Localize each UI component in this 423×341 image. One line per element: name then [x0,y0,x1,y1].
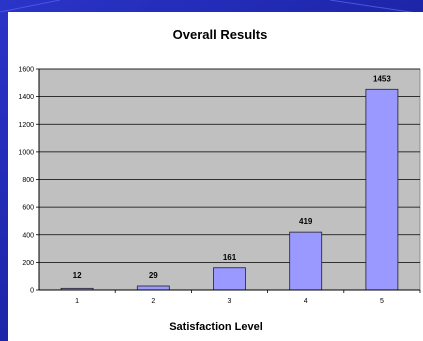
grid-lines [39,68,420,263]
y-tick-label: 0 [30,288,34,295]
chart-title: Overall Results [173,27,268,42]
y-tick-label: 600 [22,205,34,212]
y-tick-label: 1200 [18,122,34,129]
x-tick-label: 5 [380,298,384,305]
x-axis-ticks: 1 2 3 4 5 [75,290,421,305]
y-tick-label: 1000 [18,149,34,156]
bar [365,88,399,291]
bar-chart: Overall Results 020040060080010001200140… [18,27,421,333]
x-tick-label: 4 [304,298,308,305]
bar-data-label: 161 [223,253,237,262]
bar-data-label: 12 [73,271,82,280]
y-axis-ticks: 0 200 400 600 800 1000 1200 1400 1600 [18,67,39,295]
y-tick-label: 200 [22,260,34,267]
bar [213,267,246,291]
y-tick-label: 800 [22,177,34,184]
bar-data-label: 419 [299,217,313,226]
bar-data-labels: 12 29 161 419 1453 [73,74,392,280]
x-axis-label: Satisfaction Level [169,321,263,333]
y-tick-label: 1400 [18,94,34,101]
y-tick-label: 1600 [18,67,34,74]
bar-data-label: 29 [149,271,158,280]
bars [60,88,399,291]
x-tick-label: 3 [228,298,232,305]
bar [289,231,323,291]
x-tick-label: 2 [151,298,155,305]
y-tick-label: 400 [22,232,34,239]
x-tick-label: 1 [75,298,79,305]
chart-panel: Overall Results 0 200 400 600 800 1000 1200 140… [8,12,423,341]
bar-data-label: 1453 [373,74,391,83]
bar [136,285,170,291]
